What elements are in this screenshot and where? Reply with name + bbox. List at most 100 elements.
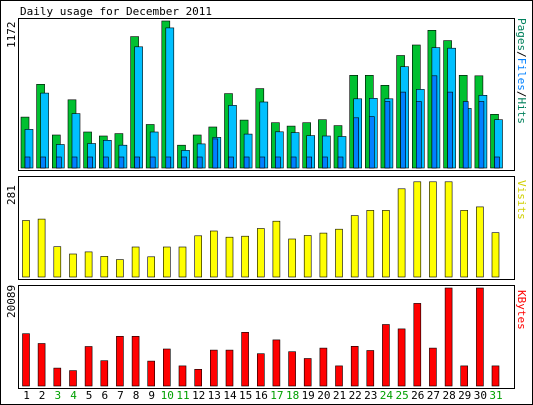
visits-bar [303, 235, 312, 278]
chart-bars [20, 20, 503, 387]
x-tick-label: 8 [133, 389, 140, 402]
legend-files: Files [515, 58, 528, 91]
kbytes-bar [256, 353, 265, 387]
pages-bar [259, 156, 266, 169]
x-tick-label: 17 [270, 389, 283, 402]
x-tick-label: 24 [380, 389, 394, 402]
hits-max-label: 1172 [5, 22, 18, 49]
kbytes-bar [37, 343, 46, 387]
pages-bar [55, 156, 62, 169]
x-tick-label: 5 [86, 389, 93, 402]
pages-bar [462, 101, 469, 169]
x-tick-label: 21 [333, 389, 346, 402]
pages-bar [415, 101, 422, 169]
visits-bar [460, 210, 469, 278]
x-tick-label: 16 [255, 389, 268, 402]
pages-bar [337, 156, 344, 169]
chart-title: Daily usage for December 2011 [20, 5, 212, 18]
x-tick-label: 27 [427, 389, 440, 402]
visits-bar [397, 188, 406, 278]
pages-bar [353, 117, 360, 169]
pages-bar [149, 156, 156, 169]
visits-bar [335, 228, 343, 278]
x-tick-label: 31 [489, 389, 502, 402]
visits-bar [147, 256, 155, 278]
visits-bar [163, 246, 171, 278]
x-tick-label: 1 [23, 389, 30, 402]
pages-bar [431, 75, 438, 169]
kbytes-bar [100, 360, 109, 387]
visits-bar [319, 232, 328, 278]
kbytes-bar [476, 287, 484, 387]
pages-bar [447, 91, 453, 169]
visits-bar [22, 220, 30, 278]
visits-bar [210, 230, 218, 278]
pages-bar [368, 116, 375, 169]
pages-bar [228, 156, 234, 169]
kbytes-bar [225, 349, 234, 387]
pages-bar [494, 156, 500, 169]
pages-bar [306, 156, 313, 169]
kbytes-bar [210, 349, 218, 387]
pages-bar [103, 156, 109, 169]
files-bar [134, 46, 143, 169]
kbytes-bar [288, 351, 296, 387]
x-tick-label: 20 [317, 389, 330, 402]
kbytes-bar [366, 350, 375, 387]
kbytes-panel-frame [18, 285, 515, 389]
kbytes-bar [131, 335, 140, 387]
pages-bar [478, 101, 485, 169]
visits-bar [429, 181, 437, 278]
visits-bar [241, 235, 249, 278]
visits-bar [100, 256, 109, 278]
kbytes-bar [429, 347, 437, 387]
visits-bar [37, 218, 46, 278]
pages-bar [196, 156, 203, 169]
x-tick-label: 25 [395, 389, 408, 402]
visits-bar [288, 238, 296, 278]
kbytes-bar [444, 287, 453, 387]
visits-bar [53, 246, 62, 278]
visits-bar [131, 246, 140, 278]
x-tick-label: 22 [349, 389, 362, 402]
kbytes-bar [116, 335, 124, 387]
kbytes-bar [241, 331, 249, 387]
pages-bar [40, 156, 46, 169]
x-axis-labels: 1 2 3 4 5 6 7 8 9 10 11 12 13 14 15 16 17 18 19 20 21 22 23 24 2… [23, 389, 502, 402]
pages-bar [212, 138, 219, 169]
kbytes-bar [84, 346, 93, 387]
visits-bar [382, 210, 390, 278]
x-tick-label: 14 [223, 389, 237, 402]
kbytes-bar [272, 339, 281, 387]
x-tick-label: 23 [364, 389, 377, 402]
visits-bar [256, 228, 265, 278]
kbytes-bar [163, 348, 171, 387]
x-tick-label: 28 [442, 389, 455, 402]
visits-bar [69, 253, 77, 278]
legend-hits: Hits [515, 98, 528, 125]
visits-bar [225, 236, 234, 278]
x-tick-label: 26 [411, 389, 424, 402]
kbytes-bar [53, 367, 62, 387]
kbytes-bar [460, 365, 469, 387]
x-tick-label: 10 [161, 389, 174, 402]
visits-bar [84, 251, 93, 278]
x-tick-label: 9 [148, 389, 155, 402]
pages-bar [134, 156, 140, 169]
legend-visits: Visits [515, 180, 528, 220]
visits-panel-frame [18, 176, 515, 280]
pages-bar [275, 156, 281, 169]
pages-bar [243, 156, 250, 169]
visits-max-label: 281 [5, 185, 18, 205]
kbytes-bar [194, 368, 202, 387]
kbytes-bar [69, 370, 77, 387]
visits-bar [491, 232, 500, 278]
visits-bar [413, 181, 422, 278]
legend-kbytes: KBytes [515, 290, 528, 330]
pages-bar [384, 101, 391, 169]
kbytes-bar [319, 347, 328, 387]
kbytes-max-label: 20089 [5, 285, 18, 318]
kbytes-bar [397, 328, 406, 387]
